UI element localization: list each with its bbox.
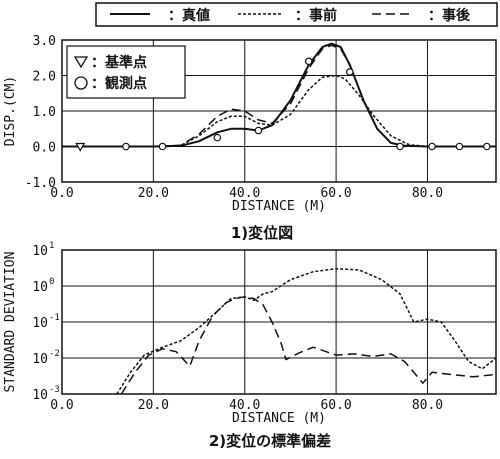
chart1-ytick-label: 0.0 bbox=[33, 141, 56, 156]
chart2-ytick-label: 10 bbox=[32, 244, 48, 259]
observation-point-marker bbox=[122, 142, 130, 151]
observation-point-marker bbox=[428, 142, 436, 151]
chart1-ytick-label: 3.0 bbox=[33, 34, 56, 49]
inner-legend-triangle-icon bbox=[73, 56, 89, 69]
chart2-xlabel: DISTANCE (M) bbox=[232, 411, 326, 426]
chart1-ylabel: DISP.(CM) bbox=[3, 76, 18, 146]
reference-point-marker bbox=[75, 142, 86, 152]
legend-label-prior: ：事前 bbox=[295, 7, 337, 24]
chart2-xtick-label: 60.0 bbox=[320, 398, 351, 413]
observation-point-marker bbox=[346, 68, 354, 76]
chart2-ytick-exponent: 1 bbox=[49, 241, 54, 251]
displacement-chart: 1)変位図 0.0 20.0 40.0 60.0 80.0-1.00.01.02.03.… bbox=[3, 34, 497, 242]
chart2-xtick-label: 20.0 bbox=[138, 398, 169, 413]
observation-point-marker bbox=[455, 142, 464, 151]
chart2-ytick-exponent: -2 bbox=[49, 349, 60, 359]
chart2-ytick-exponent: 0 bbox=[49, 277, 54, 287]
inner-legend-frame bbox=[66, 45, 186, 99]
chart2-xtick-label: 80.0 bbox=[412, 398, 443, 413]
chart1-xtick-label: 0.0 bbox=[50, 186, 73, 201]
observation-point-marker bbox=[483, 142, 491, 151]
legend: ：真値 ：事前 ：事後 bbox=[95, 2, 498, 27]
chart1-caption: 1)変位図 bbox=[231, 224, 293, 242]
chart1-xtick-label: 80.0 bbox=[412, 186, 443, 201]
observation-point-marker bbox=[304, 57, 313, 66]
inner-legend-label: ：基準点 bbox=[91, 54, 147, 71]
chart2-ytick-label: 10 bbox=[32, 388, 48, 403]
chart1-xlabel: DISTANCE (M) bbox=[232, 199, 326, 214]
inner-legend-circle-icon bbox=[74, 76, 88, 90]
chart1-xtick-label: 40.0 bbox=[229, 186, 260, 201]
chart2-ytick-label: 10 bbox=[32, 352, 48, 367]
chart2-ytick-exponent: -1 bbox=[49, 313, 60, 323]
chart2-ylabel: STANDARD DEVIATION bbox=[3, 252, 18, 393]
std-deviation-chart: 2)変位の標準偏差 0.0 20.0 40.0 60.0 80.010 -310 -210-… bbox=[3, 241, 497, 450]
chart1-series-dashed bbox=[62, 44, 496, 148]
observation-point-marker bbox=[213, 133, 222, 142]
chart2-series-dotted bbox=[116, 268, 496, 394]
chart2-series-dashed bbox=[120, 296, 496, 394]
chart2-caption: 2)変位の標準偏差 bbox=[209, 432, 331, 450]
observation-point-marker bbox=[254, 126, 263, 135]
observation-point-marker bbox=[158, 142, 167, 151]
legend-frame bbox=[95, 2, 498, 27]
legend-label-posterior: ：事後 bbox=[428, 7, 471, 24]
chart1-ytick-label: 1.0 bbox=[33, 105, 56, 120]
chart1-xtick-label: 60.0 bbox=[320, 186, 351, 201]
chart2-ytick-exponent: -3 bbox=[49, 385, 60, 395]
chart2-ytick-label: 10 bbox=[32, 316, 48, 331]
chart1-ytick-label: -1.0 bbox=[25, 176, 56, 191]
legend-label-true: ：真値 bbox=[168, 7, 210, 24]
chart1-xtick-label: 20.0 bbox=[138, 186, 169, 201]
observation-point-marker bbox=[396, 142, 404, 151]
chart2-xtick-label: 40.0 bbox=[229, 398, 260, 413]
chart2-ytick-label: 10 bbox=[32, 280, 48, 295]
chart2-xtick-label: 0.0 bbox=[50, 398, 73, 413]
chart1-series-dotted bbox=[62, 74, 496, 148]
inner-legend-label: ：観測点 bbox=[91, 75, 147, 92]
chart1-ytick-label: 2.0 bbox=[33, 70, 56, 85]
